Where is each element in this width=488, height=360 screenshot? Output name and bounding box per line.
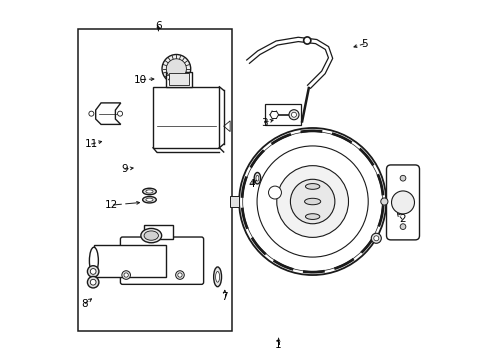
Polygon shape — [96, 103, 121, 125]
Circle shape — [268, 186, 281, 199]
Circle shape — [175, 271, 184, 279]
Ellipse shape — [144, 231, 158, 240]
Ellipse shape — [255, 175, 258, 181]
Circle shape — [87, 276, 99, 288]
Ellipse shape — [145, 198, 153, 201]
Ellipse shape — [142, 197, 156, 203]
Ellipse shape — [215, 271, 219, 282]
Ellipse shape — [89, 247, 98, 274]
FancyBboxPatch shape — [120, 237, 203, 284]
Bar — [169, 73, 189, 85]
Text: 6: 6 — [155, 21, 162, 31]
Circle shape — [162, 54, 190, 83]
Ellipse shape — [305, 214, 319, 220]
Circle shape — [122, 271, 130, 279]
Bar — [265, 104, 301, 126]
Ellipse shape — [145, 190, 153, 193]
Circle shape — [399, 224, 405, 229]
Circle shape — [87, 266, 99, 277]
Text: 9: 9 — [121, 164, 127, 174]
Bar — [144, 225, 172, 239]
Circle shape — [276, 166, 348, 237]
Text: 4: 4 — [248, 179, 254, 189]
Ellipse shape — [254, 172, 260, 184]
Bar — [78, 30, 231, 330]
Circle shape — [178, 273, 182, 277]
Bar — [230, 196, 239, 207]
FancyBboxPatch shape — [153, 87, 219, 148]
Circle shape — [166, 59, 186, 79]
Circle shape — [303, 37, 310, 44]
Circle shape — [370, 233, 381, 243]
Ellipse shape — [142, 188, 156, 195]
Circle shape — [257, 146, 367, 257]
Circle shape — [117, 111, 122, 116]
Bar — [166, 72, 192, 87]
Text: 11: 11 — [84, 139, 98, 149]
Text: 3: 3 — [261, 118, 267, 128]
Circle shape — [291, 112, 296, 117]
Circle shape — [239, 128, 386, 275]
Circle shape — [290, 179, 334, 224]
Circle shape — [124, 273, 128, 277]
Circle shape — [380, 198, 387, 205]
Ellipse shape — [213, 267, 221, 287]
Circle shape — [391, 191, 414, 214]
Circle shape — [373, 236, 378, 241]
Ellipse shape — [305, 184, 319, 189]
Ellipse shape — [141, 228, 162, 243]
Polygon shape — [223, 121, 230, 132]
Text: 8: 8 — [81, 299, 88, 309]
Circle shape — [399, 175, 405, 181]
Text: 5: 5 — [361, 39, 367, 49]
Text: 12: 12 — [105, 200, 118, 210]
FancyBboxPatch shape — [386, 165, 419, 240]
Text: 7: 7 — [221, 292, 227, 302]
Circle shape — [90, 269, 96, 274]
Text: 2: 2 — [398, 215, 405, 224]
Bar — [94, 244, 165, 277]
Text: 10: 10 — [134, 75, 147, 85]
Text: 1: 1 — [275, 340, 281, 350]
Circle shape — [89, 111, 94, 116]
Circle shape — [90, 279, 96, 285]
Circle shape — [288, 110, 298, 120]
Ellipse shape — [304, 198, 320, 205]
